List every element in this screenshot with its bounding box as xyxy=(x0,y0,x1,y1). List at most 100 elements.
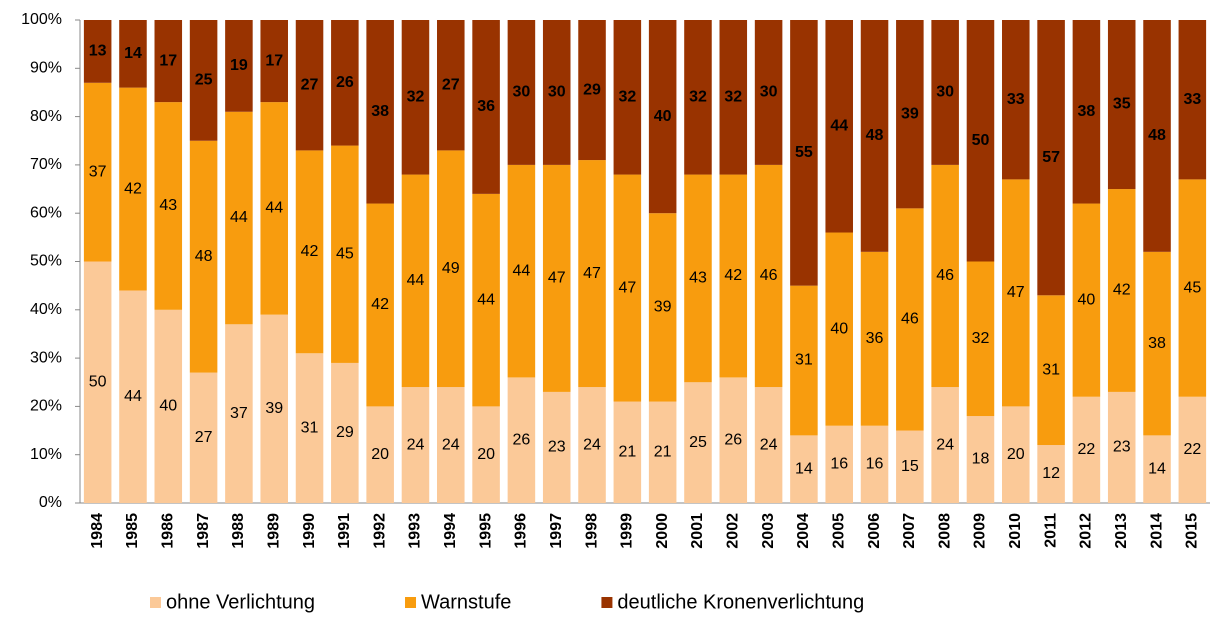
data-label: 36 xyxy=(477,98,495,115)
y-tick-label: 0% xyxy=(39,494,62,511)
data-label: 42 xyxy=(301,243,319,260)
bar-segment xyxy=(401,174,430,388)
data-label: 40 xyxy=(1078,291,1096,308)
y-tick-label: 50% xyxy=(30,253,62,270)
bar-segment xyxy=(1178,20,1207,180)
data-label: 32 xyxy=(689,88,707,105)
bar-segment xyxy=(896,20,924,209)
data-label: 37 xyxy=(230,405,248,422)
bar-segment xyxy=(1107,189,1136,392)
bar-segment xyxy=(507,20,536,165)
data-label: 30 xyxy=(936,84,954,101)
bar-segment xyxy=(83,20,112,83)
bar-segment xyxy=(1107,20,1136,190)
y-tick-label: 80% xyxy=(30,108,62,125)
data-label: 21 xyxy=(618,444,636,461)
bar-segment xyxy=(154,20,183,103)
x-tick-label: 1989 xyxy=(265,513,282,549)
bar-segment xyxy=(366,20,394,204)
data-label: 27 xyxy=(195,429,213,446)
bar-segment xyxy=(790,285,818,436)
data-label: 48 xyxy=(195,248,213,265)
data-label: 24 xyxy=(760,436,778,453)
bar-segment xyxy=(507,164,536,378)
data-label: 21 xyxy=(654,444,672,461)
bar-segment xyxy=(1072,20,1101,204)
bar-segment xyxy=(860,20,889,252)
data-label: 16 xyxy=(830,456,848,473)
bar-segment xyxy=(366,406,394,503)
x-tick-label: 2012 xyxy=(1078,513,1095,549)
x-tick-label: 1998 xyxy=(583,513,600,549)
bar-segment xyxy=(825,232,853,426)
y-tick-label: 90% xyxy=(30,60,62,77)
data-label: 25 xyxy=(689,434,707,451)
data-label: 14 xyxy=(795,460,813,477)
bar-segment xyxy=(754,387,783,503)
x-tick-label: 1997 xyxy=(548,513,565,549)
data-label: 39 xyxy=(265,400,283,417)
x-tick-label: 2011 xyxy=(1042,513,1059,548)
x-tick-label: 2007 xyxy=(901,513,918,549)
data-label: 32 xyxy=(618,88,636,105)
bar-segment xyxy=(119,290,147,503)
data-label: 42 xyxy=(371,296,389,313)
bar-segment xyxy=(401,20,430,175)
data-label: 50 xyxy=(972,132,990,149)
data-label: 26 xyxy=(336,74,354,91)
data-label: 49 xyxy=(442,260,460,277)
bar-segment xyxy=(860,251,889,426)
data-label: 42 xyxy=(724,267,742,284)
bar-segment xyxy=(754,20,783,165)
bar-segment xyxy=(83,82,112,262)
bar-segment xyxy=(648,401,677,503)
x-tick-label: 2013 xyxy=(1113,513,1130,549)
bar-segment xyxy=(648,213,677,402)
bar-segment xyxy=(260,102,288,315)
y-tick-label: 40% xyxy=(30,301,62,318)
bar-segment xyxy=(119,20,147,88)
x-tick-label: 2003 xyxy=(760,513,777,549)
data-label: 12 xyxy=(1042,465,1060,482)
bar-segment xyxy=(1037,295,1065,446)
data-label: 47 xyxy=(548,270,566,287)
data-label: 32 xyxy=(972,330,990,347)
legend-swatch xyxy=(601,597,613,608)
bar-segment xyxy=(578,387,606,503)
bar-segment xyxy=(1002,179,1030,407)
bar-segment xyxy=(119,87,147,291)
data-label: 57 xyxy=(1042,149,1060,166)
data-label: 40 xyxy=(159,398,177,415)
bar-segment xyxy=(295,20,324,151)
legend-label: deutliche Kronenverlichtung xyxy=(617,591,864,613)
data-label: 20 xyxy=(371,446,389,463)
data-label: 33 xyxy=(1183,91,1201,108)
bar-segment xyxy=(1143,20,1171,252)
bar-segment xyxy=(295,150,324,354)
data-label: 45 xyxy=(1183,279,1201,296)
data-label: 44 xyxy=(477,291,495,308)
bar-segment xyxy=(1143,251,1171,436)
bar-segment xyxy=(860,425,889,503)
data-label: 44 xyxy=(265,200,283,217)
bar-segment xyxy=(1072,396,1101,503)
data-label: 33 xyxy=(1007,91,1025,108)
data-label: 26 xyxy=(513,431,531,448)
bar-segment xyxy=(542,20,571,165)
data-label: 44 xyxy=(230,209,248,226)
bar-segment xyxy=(83,261,112,503)
bar-segment xyxy=(437,387,465,503)
y-tick-label: 20% xyxy=(30,398,62,415)
bar-segment xyxy=(613,20,642,175)
bar-segment xyxy=(189,140,218,373)
bar-segment xyxy=(507,377,536,503)
data-label: 35 xyxy=(1113,96,1131,113)
bar-segment xyxy=(437,20,465,151)
legend-label: Warnstufe xyxy=(421,591,511,613)
bar-segment xyxy=(472,193,500,407)
bar-segment xyxy=(331,362,359,503)
bar-segment xyxy=(154,309,183,503)
data-label: 46 xyxy=(936,267,954,284)
data-label: 47 xyxy=(618,279,636,296)
bar-segment xyxy=(931,164,959,388)
